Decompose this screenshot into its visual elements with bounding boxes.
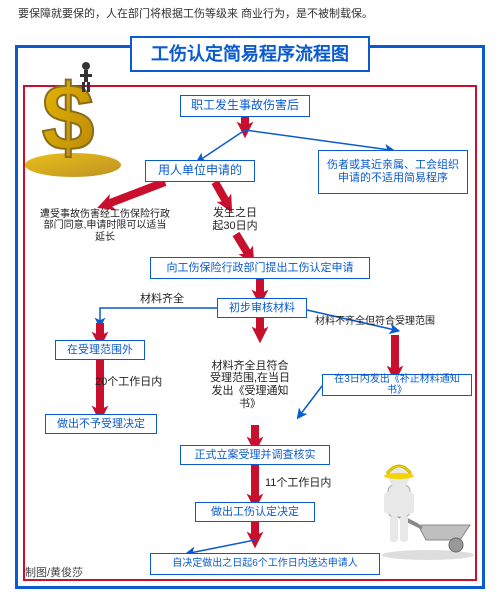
flow-node-n7: 初步审核材料 — [217, 298, 307, 318]
edge-label-l3: 20个工作日内 — [95, 376, 162, 389]
flow-node-n9: 做出不予受理决定 — [45, 414, 157, 434]
flow-node-n5: 发生之日 起30日内 — [200, 205, 270, 235]
flow-node-n14: 自决定做出之日起6个工作日内送达申请人 — [150, 553, 380, 575]
flow-node-n10: 材料齐全且符合受理范围,在当日发出《受理通知书》 — [205, 344, 295, 426]
credit-line: 制图/黄俊莎 — [25, 567, 83, 580]
flow-node-n2: 用人单位申请的 — [145, 160, 255, 182]
flow-node-n11: 在3日内发出《补正材料通知书》 — [322, 374, 472, 396]
flow-node-n3: 伤者或其近亲属、工会组织申请的不适用简易程序 — [318, 150, 468, 194]
flow-node-n1: 职工发生事故伤害后 — [180, 95, 310, 117]
dollar-decoration-icon: $ — [18, 60, 128, 180]
worker-decoration-icon — [378, 440, 476, 560]
flow-node-n6: 向工伤保险行政部门提出工伤认定申请 — [150, 257, 370, 279]
flowchart-title: 工伤认定简易程序流程图 — [130, 36, 370, 72]
flow-node-n13: 做出工伤认定决定 — [195, 502, 315, 522]
flow-node-n12: 正式立案受理并调查核实 — [180, 445, 330, 465]
edge-label-l1: 材料齐全 — [140, 293, 184, 306]
flow-node-n8: 在受理范围外 — [55, 340, 145, 360]
edge-label-l2: 材料不齐全但符合受理范围 — [315, 316, 435, 328]
edge-label-l4: 11个工作日内 — [265, 477, 331, 490]
header-caption: 要保障就要保的，人在部门将根据工伤等级来 商业行为，是不被制载保。 — [18, 8, 488, 21]
flow-node-n4: 遭受事故伤害经工伤保险行政部门同意,申请时限可以适当延长 — [35, 205, 175, 247]
